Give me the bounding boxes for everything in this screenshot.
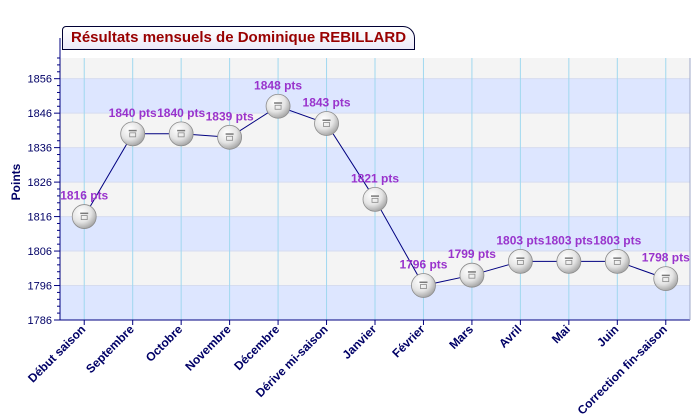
ball-logo-mark (419, 281, 428, 284)
data-label: 1821 pts (351, 171, 399, 185)
y-tick-label: 1806 (28, 246, 52, 258)
y-tick-label: 1856 (28, 74, 52, 86)
ball-logo-mark (80, 215, 88, 220)
data-point-ball (507, 248, 533, 274)
x-tick-label: Correction fin-saison (575, 322, 670, 417)
data-point (362, 186, 388, 212)
y-tick-label: 1816 (28, 212, 52, 224)
data-point (168, 121, 194, 147)
x-tick-label: Novembre (182, 322, 234, 374)
ball-logo-mark (516, 259, 524, 265)
data-point (556, 248, 582, 274)
ball-logo-mark (323, 122, 330, 127)
ball-logo-mark (468, 273, 476, 279)
x-tick-label: Juin (594, 322, 621, 349)
data-point (120, 121, 146, 147)
x-tick-label: Mars (446, 322, 476, 352)
ball-logo-mark (613, 259, 621, 265)
data-label: 1816 pts (60, 189, 108, 203)
data-points (71, 93, 679, 298)
data-point-ball (71, 204, 97, 229)
data-point-ball (265, 93, 291, 119)
ball-logo-mark (565, 259, 573, 265)
y-axis-label: Points (9, 163, 23, 200)
ball-logo-mark (420, 284, 427, 289)
data-label: 1840 pts (109, 106, 157, 120)
x-tick-label: Début saison (25, 322, 88, 385)
ball-logo-mark (371, 195, 379, 197)
x-tick-label: Avril (496, 322, 524, 350)
y-tick-label: 1796 (28, 281, 52, 293)
y-tick-label: 1846 (28, 108, 52, 120)
data-point-ball (362, 186, 388, 212)
y-tick-label: 1836 (28, 143, 52, 155)
ball-logo-mark (225, 133, 234, 135)
ball-logo-mark (177, 132, 185, 138)
data-label: 1799 pts (448, 247, 496, 261)
x-tick-label: Septembre (83, 322, 137, 376)
data-point-ball (411, 273, 436, 298)
ball-logo-mark (128, 129, 137, 132)
ball-logo-mark (613, 257, 622, 259)
data-label: 1803 pts (496, 233, 544, 247)
data-point-ball (314, 111, 339, 136)
x-tick-label: Décembre (231, 322, 282, 373)
ball-logo-mark (467, 271, 476, 273)
data-label: 1843 pts (303, 96, 351, 110)
data-point (265, 93, 291, 119)
chart-title: Résultats mensuels de Dominique REBILLAR… (62, 26, 416, 50)
data-point (217, 124, 243, 150)
data-point-ball (459, 262, 485, 288)
data-point-ball (120, 121, 146, 147)
data-point (653, 266, 679, 292)
data-label: 1839 pts (206, 109, 254, 123)
data-label: 1798 pts (642, 251, 690, 265)
data-label: 1803 pts (593, 233, 641, 247)
ball-logo-mark (371, 197, 379, 203)
data-label: 1848 pts (254, 78, 302, 92)
data-point-ball (556, 248, 582, 274)
data-label: 1796 pts (399, 258, 447, 272)
x-tick-label: Mai (549, 322, 573, 346)
data-point-ball (168, 121, 194, 147)
ball-logo-mark (226, 135, 234, 141)
ball-logo-mark (322, 119, 331, 121)
x-tick-label: Octobre (143, 322, 186, 365)
y-tick-label: 1786 (28, 315, 52, 327)
ball-logo-mark (564, 257, 573, 259)
data-point (411, 273, 436, 298)
ball-logo-mark (274, 102, 283, 104)
data-point (459, 262, 485, 288)
data-point (71, 204, 97, 229)
x-tick-label: Février (389, 322, 427, 360)
data-point (507, 248, 533, 274)
ball-logo-mark (129, 132, 137, 138)
y-axis-ticks: 1786 1796 1806 1816 1826 1836 1846 1856 (28, 57, 60, 327)
data-point (604, 248, 630, 274)
ball-logo-mark (661, 274, 670, 277)
ball-logo-mark (177, 129, 186, 132)
data-label: 1803 pts (545, 233, 593, 247)
data-label: 1840 pts (157, 106, 205, 120)
data-point-ball (217, 124, 243, 150)
ball-logo-mark (80, 212, 89, 215)
data-point (314, 111, 339, 136)
ball-logo-mark (274, 104, 282, 110)
y-tick-label: 1826 (28, 177, 52, 189)
data-point-ball (653, 266, 679, 292)
ball-logo-mark (516, 257, 525, 259)
ball-logo-mark (662, 277, 670, 283)
data-point-ball (604, 248, 630, 274)
x-tick-label: Janvier (340, 322, 380, 362)
